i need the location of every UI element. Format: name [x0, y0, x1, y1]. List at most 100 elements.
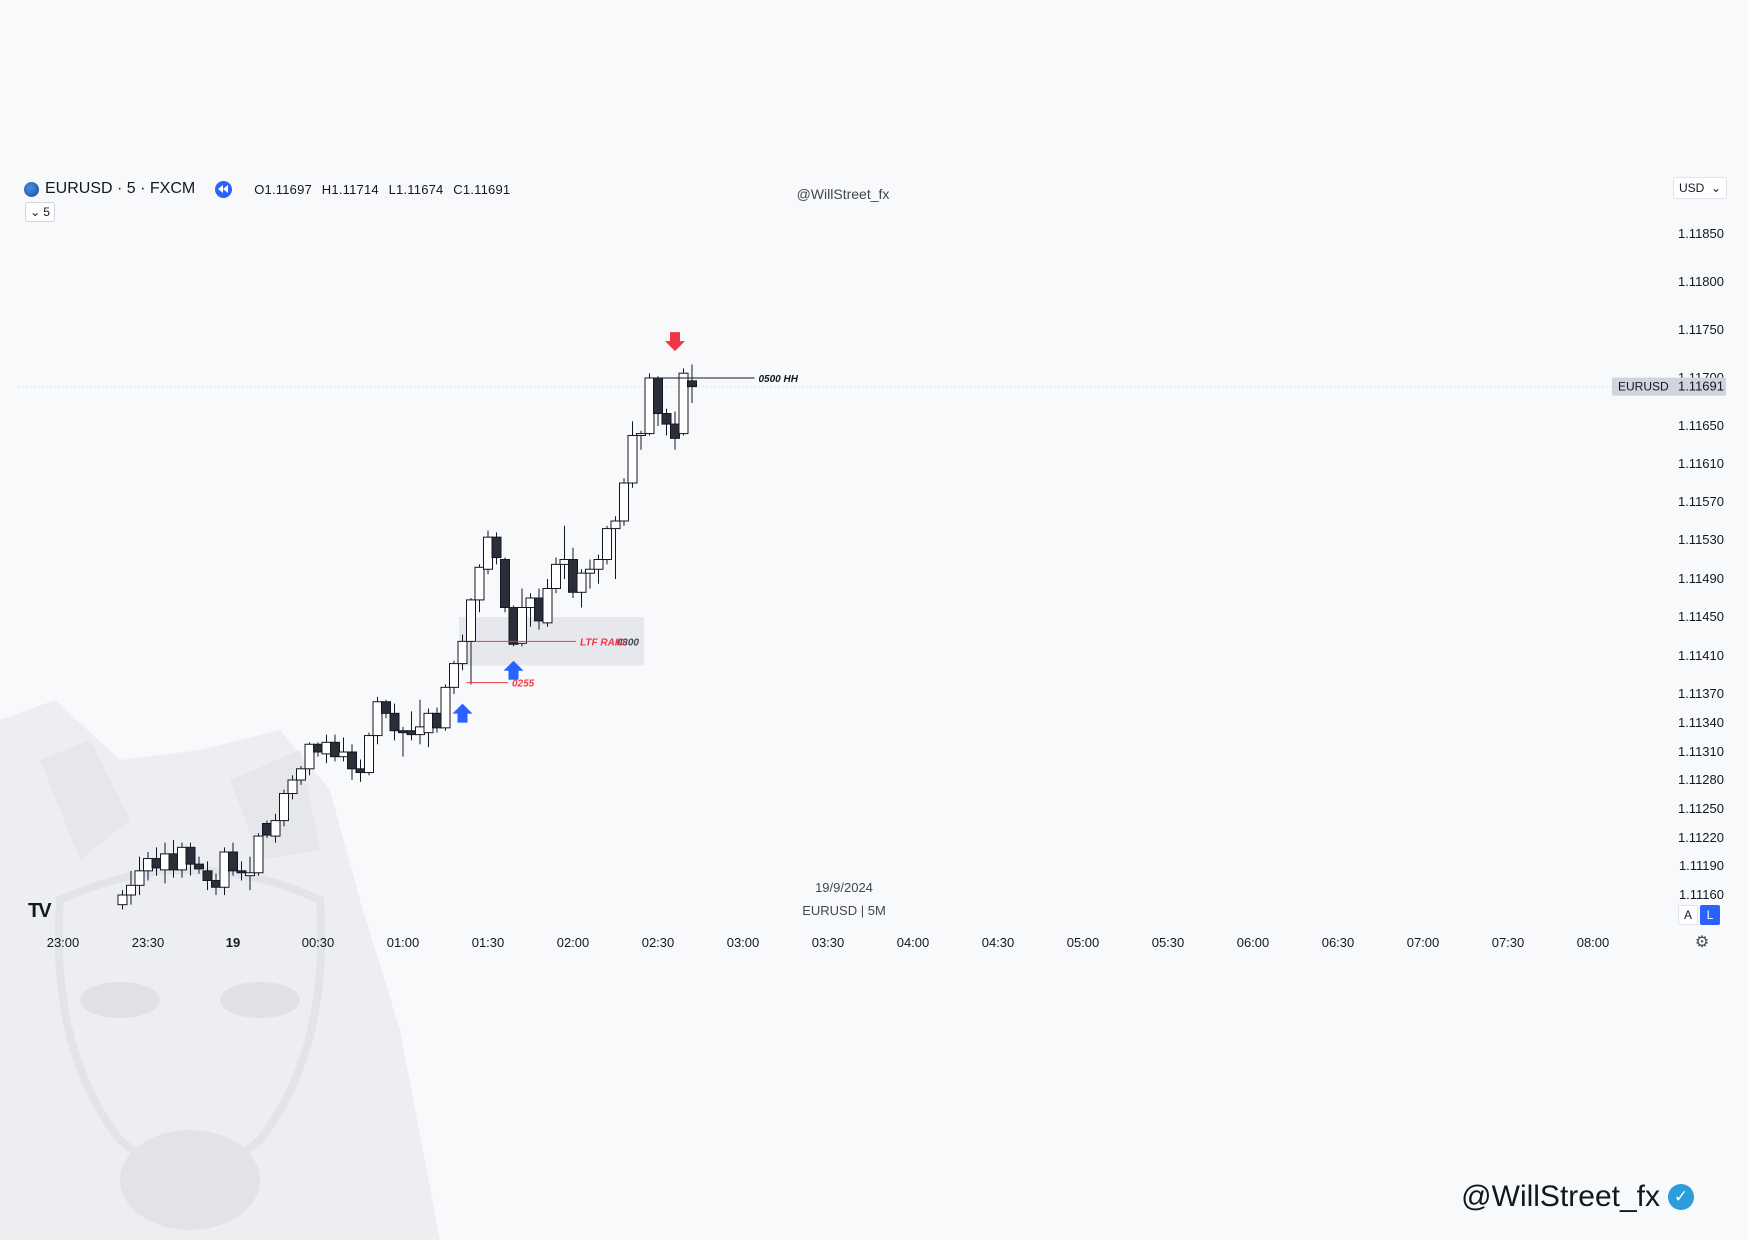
price-tick-label: 1.11340 — [1678, 715, 1724, 730]
level-label: 0255 — [512, 679, 535, 690]
price-tick-label: 1.11800 — [1678, 274, 1724, 289]
bear-candle — [185, 846, 196, 865]
bull-candle — [423, 712, 434, 734]
time-tick-label: 01:00 — [387, 935, 420, 950]
bull-candle — [542, 588, 553, 624]
log-scale-button[interactable]: L — [1700, 905, 1720, 925]
verified-badge-icon: ✓ — [1668, 1184, 1694, 1210]
price-tick-label: 1.11280 — [1678, 772, 1724, 787]
bull-candle — [449, 663, 459, 688]
watermark-handle: @WillStreet_fx — [796, 186, 890, 202]
arrow-down-icon — [665, 332, 685, 352]
price-tick-label: 1.11610 — [1678, 456, 1724, 471]
bear-candle — [534, 597, 544, 622]
bear-candle — [653, 377, 663, 415]
bear-candle — [381, 701, 391, 714]
bull-candle — [585, 568, 595, 574]
bull-candle — [338, 751, 349, 758]
signature-handle: @WillStreet_fx — [1461, 1180, 1660, 1213]
bull-candle — [304, 743, 315, 770]
time-tick-label: 04:00 — [897, 935, 930, 950]
bull-candle — [126, 884, 136, 896]
bear-candle — [168, 853, 179, 871]
bull-candle — [253, 835, 264, 874]
bull-candle — [415, 726, 425, 736]
exchange-globe-icon — [24, 181, 39, 197]
symbol-header: EURUSD · 5 · FXCM O1.11697 H1.11714 L1.1… — [24, 178, 516, 200]
bull-candle — [619, 482, 629, 522]
bull-candle — [134, 870, 145, 886]
bull-candle — [678, 372, 689, 435]
tradingview-logo-icon[interactable]: TV — [28, 900, 52, 922]
time-tick-label: 07:00 — [1407, 935, 1440, 950]
bull-candle — [279, 793, 289, 822]
time-tick-label: 23:00 — [47, 935, 80, 950]
bull-candle — [440, 686, 451, 729]
bear-candle — [202, 870, 213, 881]
bear-candle — [406, 730, 417, 736]
bull-candle — [517, 607, 527, 644]
wolf-background-image — [0, 700, 440, 1240]
bear-candle — [151, 858, 162, 869]
chevron-down-icon: ⌄ — [1710, 181, 1721, 195]
bull-candle — [602, 528, 612, 560]
zone-label: 0300 — [617, 637, 640, 648]
currency-select[interactable]: USD ⌄ — [1673, 177, 1727, 199]
price-tick-label: 1.11650 — [1678, 418, 1724, 433]
bull-candle — [321, 741, 332, 755]
time-tick-label: 03:30 — [812, 935, 845, 950]
auto-scale-button[interactable]: A — [1678, 905, 1698, 925]
bear-candle — [432, 712, 442, 729]
price-tick-label: 1.11370 — [1678, 686, 1724, 701]
bear-candle — [670, 423, 680, 439]
time-tick-label: 05:30 — [1152, 935, 1185, 950]
indicators-toggle-button[interactable]: ⌄ 5 — [25, 202, 55, 222]
bull-candle — [177, 846, 187, 871]
bull-candle — [457, 640, 468, 665]
last-price-value: 1.11691 — [1678, 379, 1724, 394]
last-price-symbol: EURUSD — [1618, 380, 1669, 394]
time-tick-label: 02:00 — [557, 935, 590, 950]
bull-candle — [364, 735, 374, 774]
arrow-up-icon — [452, 703, 473, 723]
bull-candle — [636, 433, 646, 437]
time-tick-label: 04:30 — [982, 935, 1015, 950]
annotation-layer: LTF RAID 0255 0500 HH — [452, 332, 799, 723]
bull-candle — [372, 701, 383, 737]
bear-candle — [508, 607, 519, 645]
replay-icon[interactable] — [215, 180, 233, 198]
bull-candle — [551, 563, 561, 589]
chart-caption: 19/9/2024 EURUSD | 5M — [740, 876, 948, 922]
bear-candle — [236, 870, 247, 874]
bull-candle — [474, 566, 485, 601]
symbol-title[interactable]: EURUSD · 5 · FXCM — [45, 180, 196, 197]
arrow-up-icon — [503, 660, 524, 680]
bull-candle — [143, 858, 153, 872]
ohlc-readout: O1.11697 H1.11714 L1.11674 C1.11691 — [254, 182, 516, 197]
price-tick-label: 1.11310 — [1678, 744, 1724, 759]
candles-layer — [117, 364, 697, 910]
last-price-box — [1612, 377, 1726, 396]
bull-candle — [219, 851, 230, 888]
bull-candle — [296, 768, 306, 781]
time-tick-label: 06:30 — [1322, 935, 1355, 950]
bull-candle — [610, 520, 621, 530]
price-tick-label: 1.11570 — [1678, 494, 1724, 509]
price-tick-label: 1.11220 — [1678, 830, 1724, 845]
bull-candle — [559, 559, 570, 565]
signature: @WillStreet_fx ✓ — [1461, 1180, 1694, 1214]
price-tick-label: 1.11530 — [1678, 532, 1724, 547]
bear-candle — [228, 851, 238, 872]
time-tick-label: 05:00 — [1067, 935, 1100, 950]
bear-candle — [211, 880, 221, 888]
caption-symbol: EURUSD | 5M — [802, 903, 886, 918]
time-tick-label: 23:30 — [132, 935, 165, 950]
time-tick-label: 19 — [226, 935, 240, 950]
price-tick-label: 1.11750 — [1678, 322, 1724, 337]
price-tick-label: 1.11850 — [1678, 226, 1724, 241]
ohlc-low: L1.11674 — [388, 181, 444, 197]
settings-gear-icon[interactable]: ⚙ — [1694, 934, 1710, 951]
time-tick-label: 01:30 — [472, 935, 505, 950]
bull-candle — [270, 820, 281, 837]
